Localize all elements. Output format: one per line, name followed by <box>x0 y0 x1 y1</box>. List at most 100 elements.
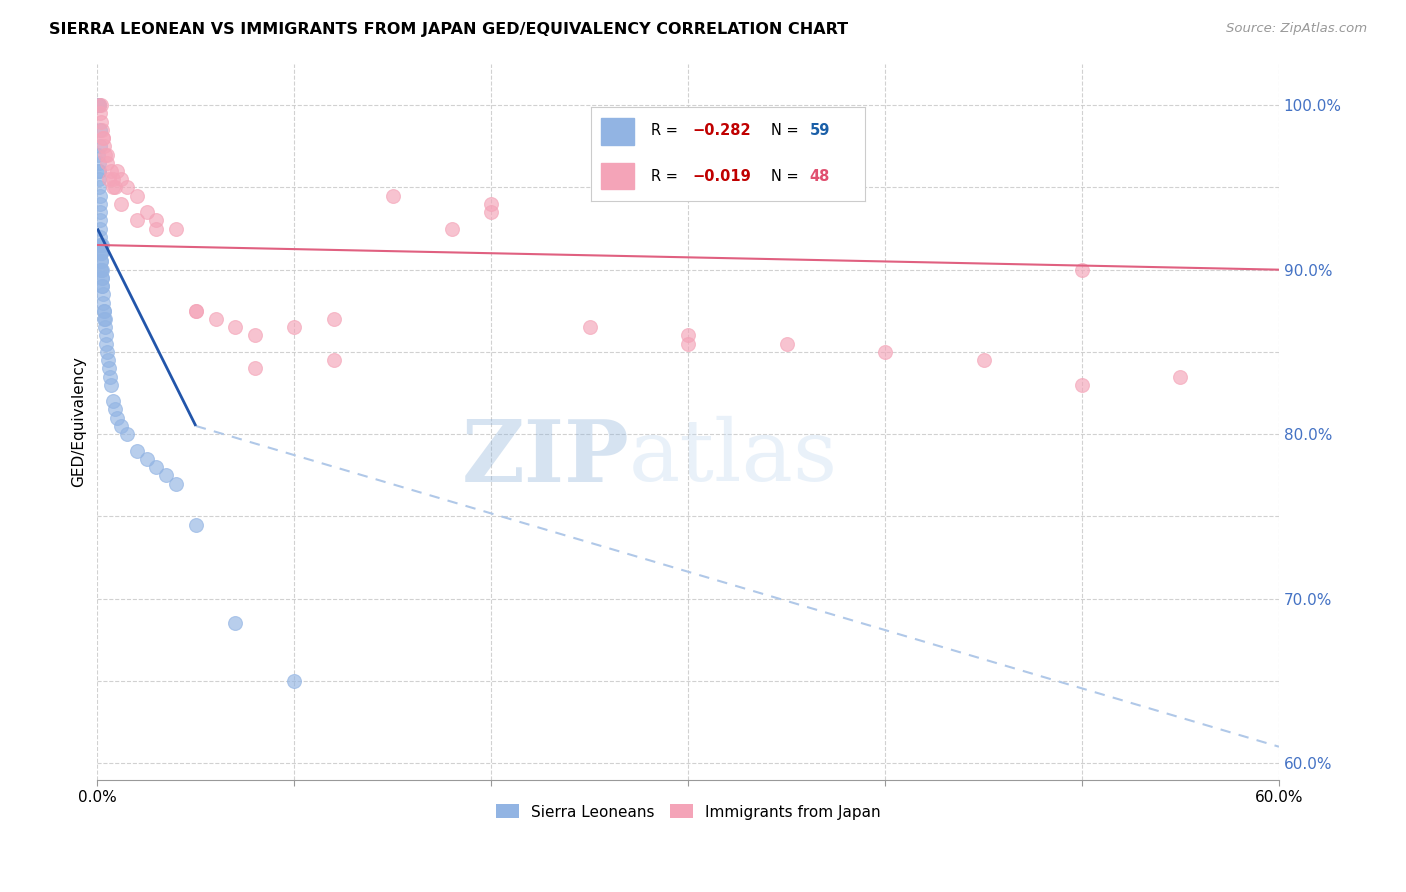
Point <box>115 180 138 194</box>
Point <box>94 320 117 334</box>
Point <box>97 353 120 368</box>
Point <box>89 238 111 252</box>
Point <box>100 164 122 178</box>
Text: N =: N = <box>772 169 804 185</box>
Point <box>1170 369 1192 384</box>
Point <box>283 320 305 334</box>
Point <box>93 303 115 318</box>
Point <box>322 353 344 368</box>
Point <box>91 287 114 301</box>
Text: R =: R = <box>651 169 682 185</box>
Point <box>89 164 111 178</box>
Text: −0.282: −0.282 <box>692 123 751 138</box>
Point <box>775 336 797 351</box>
Point <box>89 188 111 202</box>
Point <box>98 172 121 186</box>
Text: 48: 48 <box>810 169 830 185</box>
Point <box>110 172 132 186</box>
Point <box>90 254 112 268</box>
Point <box>93 139 115 153</box>
Point <box>676 328 699 343</box>
Point <box>125 213 148 227</box>
Point <box>96 155 118 169</box>
Point <box>96 345 118 359</box>
Point <box>91 123 114 137</box>
Point <box>90 98 112 112</box>
Point <box>98 361 121 376</box>
Point <box>155 468 177 483</box>
Point <box>283 673 305 688</box>
Text: N =: N = <box>772 123 804 138</box>
Point <box>93 303 115 318</box>
Point <box>90 246 112 260</box>
Point <box>115 427 138 442</box>
Point <box>87 98 110 112</box>
Point <box>578 320 600 334</box>
Point <box>145 460 167 475</box>
Y-axis label: GED/Equivalency: GED/Equivalency <box>72 357 86 487</box>
Point <box>243 361 266 376</box>
Point <box>89 123 111 137</box>
Point <box>89 246 111 260</box>
Point <box>87 98 110 112</box>
Point <box>94 147 117 161</box>
Point <box>125 443 148 458</box>
Point <box>87 155 110 169</box>
Point <box>91 279 114 293</box>
Point <box>204 312 226 326</box>
Point <box>1071 377 1094 392</box>
Point <box>90 271 112 285</box>
Point <box>100 377 122 392</box>
Point <box>125 188 148 202</box>
Point <box>873 345 896 359</box>
Bar <box>602 163 634 189</box>
Text: 59: 59 <box>810 123 830 138</box>
Text: ZIP: ZIP <box>461 416 628 500</box>
Point <box>87 147 110 161</box>
Point <box>145 221 167 235</box>
Point <box>89 213 111 227</box>
Point <box>479 197 502 211</box>
Point <box>96 147 118 161</box>
Point <box>973 353 995 368</box>
Point <box>89 180 111 194</box>
Point <box>104 402 127 417</box>
Point <box>90 246 112 260</box>
Point <box>184 303 207 318</box>
Bar <box>602 119 634 145</box>
Point <box>165 221 187 235</box>
Point <box>1071 262 1094 277</box>
Text: −0.019: −0.019 <box>692 169 751 185</box>
Point <box>90 262 112 277</box>
Point <box>89 197 111 211</box>
Text: Source: ZipAtlas.com: Source: ZipAtlas.com <box>1226 22 1367 36</box>
Point <box>89 139 111 153</box>
Point <box>165 476 187 491</box>
Point <box>90 114 112 128</box>
Point <box>94 312 117 326</box>
Point <box>145 213 167 227</box>
Point <box>96 336 118 351</box>
Point <box>135 205 157 219</box>
Point <box>105 410 128 425</box>
Text: atlas: atlas <box>628 416 838 500</box>
Point <box>93 312 115 326</box>
Point <box>381 188 404 202</box>
Point <box>89 229 111 244</box>
Point <box>104 180 127 194</box>
Point <box>89 172 111 186</box>
Point <box>135 451 157 466</box>
Point <box>98 369 121 384</box>
Point <box>479 205 502 219</box>
Point <box>440 221 463 235</box>
Point <box>184 517 207 532</box>
Point <box>105 164 128 178</box>
Point <box>243 328 266 343</box>
Point <box>90 262 112 277</box>
Point <box>101 172 124 186</box>
Point <box>89 106 111 120</box>
Point <box>91 279 114 293</box>
Point <box>184 303 207 318</box>
Point <box>322 312 344 326</box>
Point <box>90 271 112 285</box>
